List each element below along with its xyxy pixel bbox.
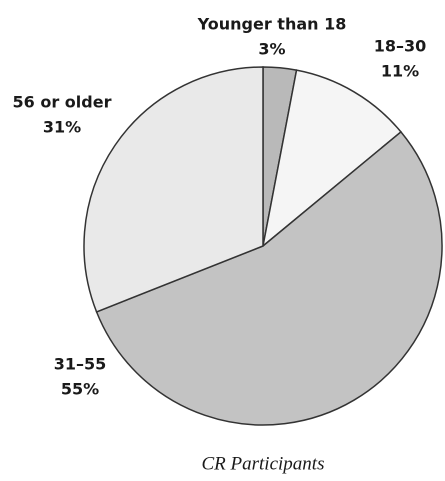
chart-title: CR Participants (202, 453, 325, 474)
pie-slice (95, 130, 443, 426)
pie-slice (261, 69, 402, 248)
slice-value-label: 11% (381, 62, 419, 81)
slice-label: 56 or older (13, 93, 112, 112)
slice-label: 31–55 (54, 355, 107, 374)
slice-label: Younger than 18 (197, 15, 347, 34)
slice-value-label: 55% (61, 380, 99, 399)
slice-value-label: 31% (43, 118, 81, 137)
pie-slice (83, 66, 264, 313)
slice-label: 18–30 (374, 37, 427, 56)
slice-value-label: 3% (258, 40, 285, 59)
